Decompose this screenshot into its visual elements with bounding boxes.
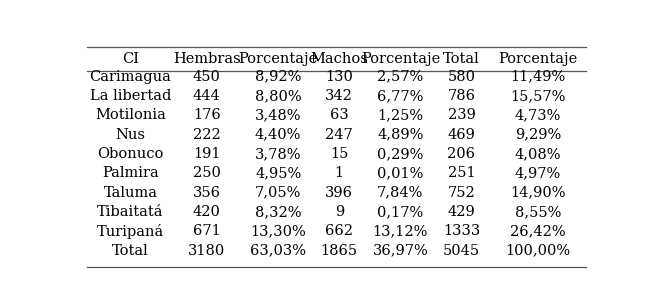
Text: 0,17%: 0,17% bbox=[377, 205, 424, 219]
Text: 15: 15 bbox=[330, 147, 348, 161]
Text: 14,90%: 14,90% bbox=[510, 186, 566, 200]
Text: CI: CI bbox=[122, 52, 139, 66]
Text: La libertad: La libertad bbox=[90, 89, 171, 103]
Text: 8,80%: 8,80% bbox=[255, 89, 302, 103]
Text: 7,05%: 7,05% bbox=[255, 186, 302, 200]
Text: 63: 63 bbox=[330, 108, 349, 122]
Text: 1333: 1333 bbox=[443, 224, 480, 238]
Text: 15,57%: 15,57% bbox=[510, 89, 566, 103]
Text: 3,78%: 3,78% bbox=[255, 147, 302, 161]
Text: Hembras: Hembras bbox=[173, 52, 240, 66]
Text: 4,40%: 4,40% bbox=[255, 128, 302, 142]
Text: 752: 752 bbox=[447, 186, 475, 200]
Text: 9: 9 bbox=[334, 205, 344, 219]
Text: 4,89%: 4,89% bbox=[377, 128, 424, 142]
Text: 356: 356 bbox=[193, 186, 221, 200]
Text: 13,30%: 13,30% bbox=[250, 224, 306, 238]
Text: 222: 222 bbox=[193, 128, 221, 142]
Text: 4,97%: 4,97% bbox=[514, 166, 561, 180]
Text: Porcentaje: Porcentaje bbox=[238, 52, 318, 66]
Text: 444: 444 bbox=[193, 89, 221, 103]
Text: 0,29%: 0,29% bbox=[377, 147, 424, 161]
Text: 5045: 5045 bbox=[443, 244, 480, 258]
Text: Palmira: Palmira bbox=[102, 166, 159, 180]
Text: 8,92%: 8,92% bbox=[255, 70, 302, 84]
Text: 2,57%: 2,57% bbox=[377, 70, 424, 84]
Text: Motilonia: Motilonia bbox=[95, 108, 166, 122]
Text: 8,55%: 8,55% bbox=[514, 205, 561, 219]
Text: 4,08%: 4,08% bbox=[514, 147, 561, 161]
Text: Tibaitatá: Tibaitatá bbox=[97, 205, 164, 219]
Text: 239: 239 bbox=[447, 108, 476, 122]
Text: 450: 450 bbox=[193, 70, 221, 84]
Text: 4,95%: 4,95% bbox=[255, 166, 302, 180]
Text: 342: 342 bbox=[325, 89, 353, 103]
Text: Machos: Machos bbox=[310, 52, 368, 66]
Text: 176: 176 bbox=[193, 108, 221, 122]
Text: 7,84%: 7,84% bbox=[377, 186, 424, 200]
Text: 251: 251 bbox=[447, 166, 475, 180]
Text: Carimagua: Carimagua bbox=[89, 70, 171, 84]
Text: 191: 191 bbox=[193, 147, 221, 161]
Text: 13,12%: 13,12% bbox=[373, 224, 428, 238]
Text: 6,77%: 6,77% bbox=[377, 89, 424, 103]
Text: 662: 662 bbox=[325, 224, 353, 238]
Text: 11,49%: 11,49% bbox=[510, 70, 566, 84]
Text: 3180: 3180 bbox=[189, 244, 225, 258]
Text: 1,25%: 1,25% bbox=[377, 108, 423, 122]
Text: 3,48%: 3,48% bbox=[255, 108, 302, 122]
Text: 247: 247 bbox=[325, 128, 353, 142]
Text: Obonuco: Obonuco bbox=[97, 147, 164, 161]
Text: Porcentaje: Porcentaje bbox=[361, 52, 440, 66]
Text: 469: 469 bbox=[447, 128, 476, 142]
Text: 429: 429 bbox=[447, 205, 475, 219]
Text: 9,29%: 9,29% bbox=[514, 128, 561, 142]
Text: Taluma: Taluma bbox=[104, 186, 158, 200]
Text: Turipaná: Turipaná bbox=[97, 224, 164, 239]
Text: Total: Total bbox=[112, 244, 149, 258]
Text: 420: 420 bbox=[193, 205, 221, 219]
Text: 63,03%: 63,03% bbox=[250, 244, 306, 258]
Text: 4,73%: 4,73% bbox=[514, 108, 561, 122]
Text: 36,97%: 36,97% bbox=[373, 244, 428, 258]
Text: 786: 786 bbox=[447, 89, 476, 103]
Text: 100,00%: 100,00% bbox=[505, 244, 570, 258]
Text: 26,42%: 26,42% bbox=[510, 224, 566, 238]
Text: 1: 1 bbox=[334, 166, 344, 180]
Text: 8,32%: 8,32% bbox=[255, 205, 302, 219]
Text: 206: 206 bbox=[447, 147, 476, 161]
Text: Nus: Nus bbox=[116, 128, 145, 142]
Text: 130: 130 bbox=[325, 70, 353, 84]
Text: 0,01%: 0,01% bbox=[377, 166, 424, 180]
Text: Porcentaje: Porcentaje bbox=[498, 52, 578, 66]
Text: 396: 396 bbox=[325, 186, 353, 200]
Text: Total: Total bbox=[443, 52, 480, 66]
Text: 580: 580 bbox=[447, 70, 476, 84]
Text: 250: 250 bbox=[193, 166, 221, 180]
Text: 671: 671 bbox=[193, 224, 221, 238]
Text: 1865: 1865 bbox=[321, 244, 358, 258]
